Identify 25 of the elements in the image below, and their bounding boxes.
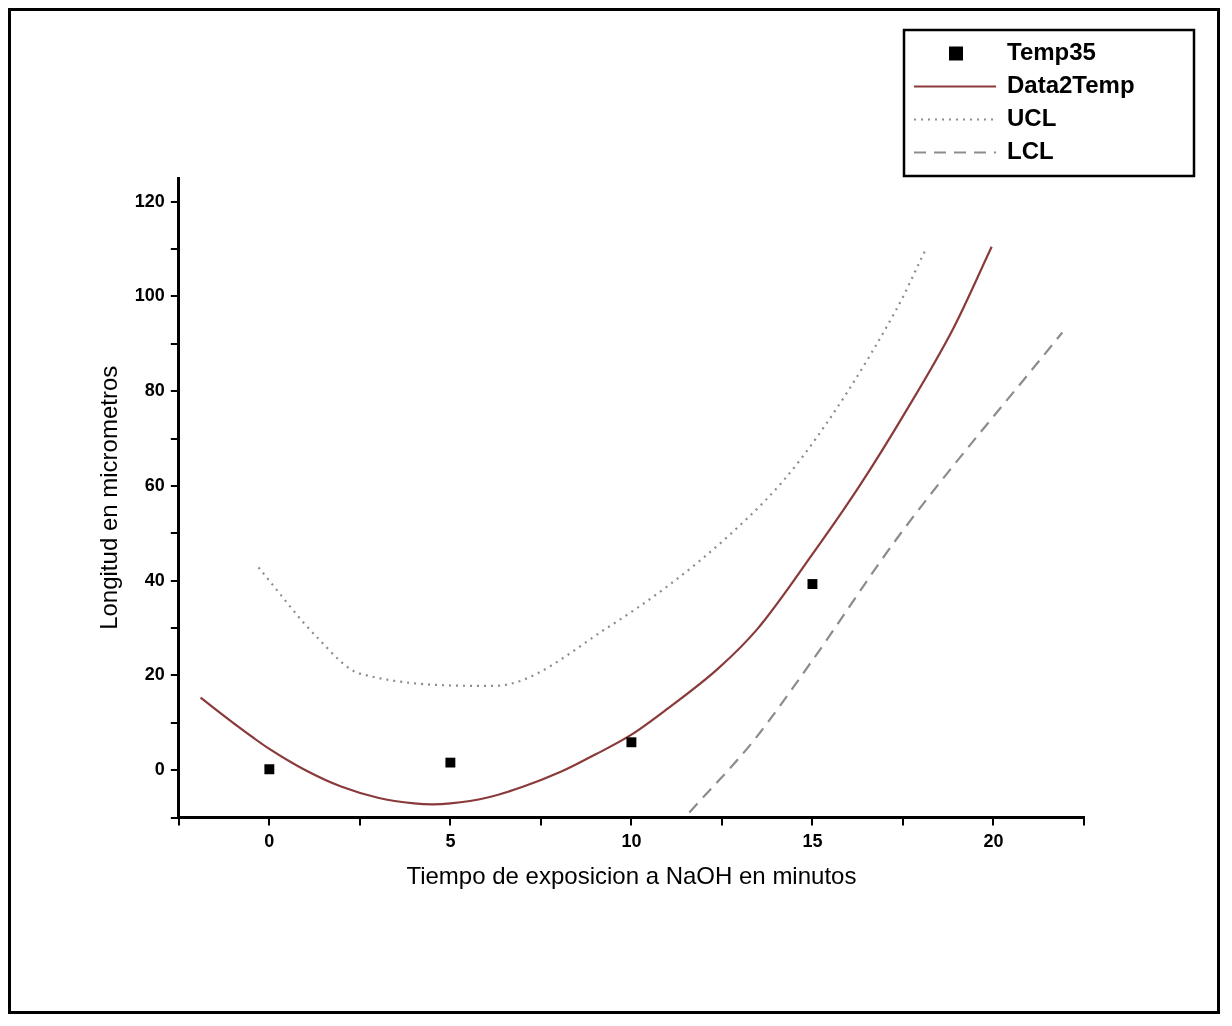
y-tick-label: 120 [134, 190, 165, 211]
x-tick-label: 10 [621, 831, 642, 852]
y-tick-label: 100 [134, 285, 165, 306]
point [807, 579, 818, 589]
line-series [688, 331, 1064, 814]
x-tick-label: 5 [445, 831, 456, 852]
x-tick-label: 20 [983, 831, 1004, 852]
x-tick-label: 15 [802, 831, 823, 852]
point [626, 737, 637, 748]
y-tick-label: 20 [144, 664, 165, 685]
y-tick-label: 40 [144, 569, 165, 590]
legend-label: Temp35 [1007, 38, 1096, 66]
line-series [199, 245, 993, 806]
point [264, 764, 275, 775]
line-series [257, 250, 926, 687]
x-axis-title: Tiempo de exposicion a NaOH en minutos [406, 862, 857, 890]
y-tick-label: 80 [144, 380, 165, 401]
legend-label: UCL [1007, 104, 1057, 132]
y-axis-title: Longitud en micrometros [95, 365, 123, 630]
legend-label: LCL [1007, 137, 1054, 165]
y-tick-label: 0 [154, 759, 165, 780]
y-tick-label: 60 [144, 474, 165, 495]
legend-label: Data2Temp [1007, 71, 1135, 99]
x-tick-label: 0 [264, 831, 275, 852]
point [445, 757, 456, 768]
